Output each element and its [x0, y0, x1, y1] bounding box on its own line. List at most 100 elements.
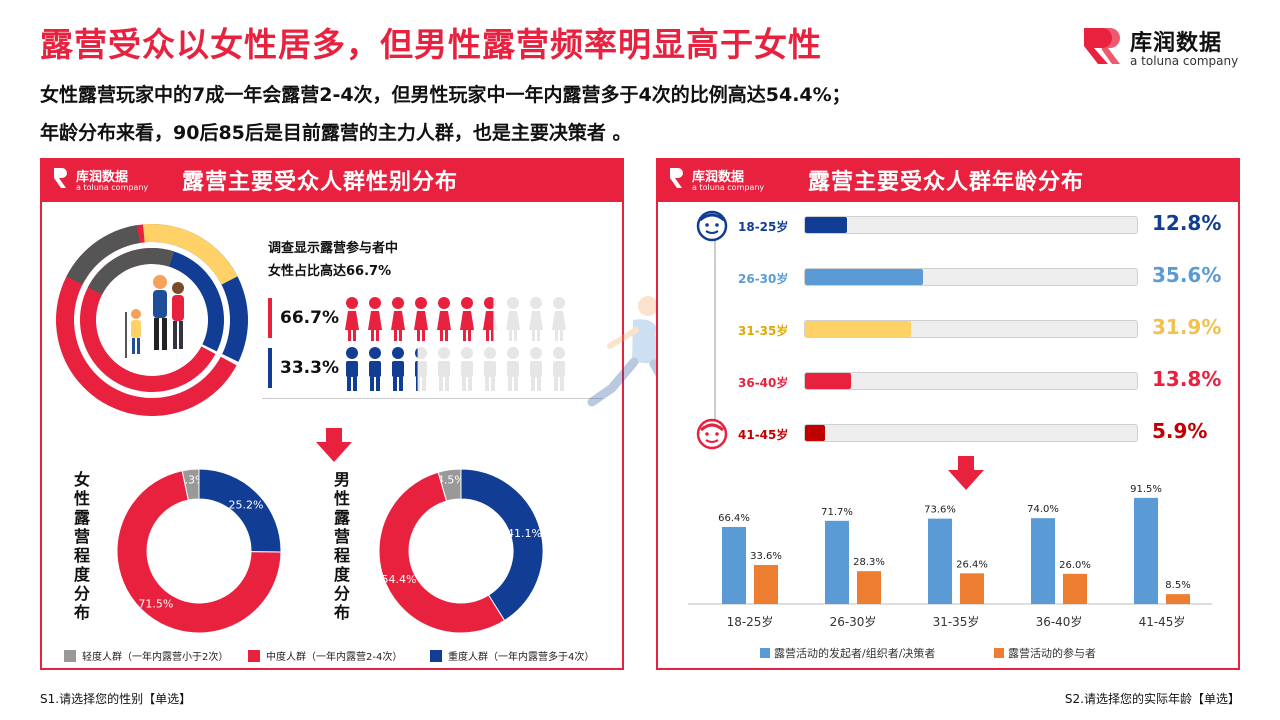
- female-person-icon: [529, 297, 543, 341]
- age-label-1: 26-30岁: [738, 272, 789, 286]
- role-tick-label-1: 26-30岁: [830, 614, 877, 629]
- subtitle-line-1: 女性露营玩家中的7成一年会露营2-4次，但男性玩家中一年内露营多于4次的比例高达…: [40, 84, 851, 106]
- male-person-icon: [369, 347, 381, 391]
- male-partial-person-icon: [415, 348, 418, 391]
- brand-name: 库润数据: [1130, 31, 1223, 56]
- role-bar-label-0-0: 66.4%: [718, 513, 750, 524]
- female-donut-slice-1: [116, 470, 282, 634]
- role-bar-label-1-2: 26.4%: [956, 559, 988, 570]
- gender-note-line-1: 调查显示露营参与者中: [268, 241, 399, 256]
- male-pictogram: [346, 347, 565, 391]
- gender-panel-header: 库润数据 a toluna company 露营主要受众人群性别分布: [42, 160, 622, 202]
- age-pct-4: 5.9%: [1152, 419, 1208, 443]
- role-bar-0-4: [1134, 497, 1158, 604]
- role-bar-label-1-4: 8.5%: [1165, 580, 1190, 591]
- role-tick-label-4: 41-45岁: [1139, 614, 1186, 629]
- female-donut-label-1: 71.5%: [138, 598, 173, 611]
- age-bar-track-0: [804, 216, 1138, 234]
- legend-label-medium: 中度人群（一年内露营2-4次）: [266, 652, 403, 663]
- male-person-icon: [392, 347, 404, 391]
- legend-light: 轻度人群（一年内露营小于2次）: [64, 648, 228, 663]
- legend-heavy: 重度人群（一年内露营多于4次）: [430, 648, 594, 663]
- age-label-3: 36-40岁: [738, 376, 789, 390]
- female-person-icon: [506, 297, 520, 341]
- role-bar-1-1: [857, 571, 881, 604]
- role-tick-label-0: 18-25岁: [727, 614, 774, 629]
- role-bar-label-1-0: 33.6%: [750, 551, 782, 562]
- age-bar-4: [805, 425, 825, 441]
- female-pct: 66.7%: [280, 308, 339, 328]
- male-person-icon: [553, 347, 565, 391]
- male-donut-label-1: 54.4%: [381, 573, 416, 586]
- panel-logo-name: 库润数据: [76, 170, 129, 185]
- female-person-icon: [345, 297, 359, 341]
- male-person-icon: [346, 347, 358, 391]
- male-donut-label-2: 41.1%: [507, 527, 542, 540]
- young-person-icon: [696, 210, 728, 242]
- female-pictogram: [345, 297, 566, 341]
- age-pct-0: 12.8%: [1152, 211, 1222, 235]
- female-frequency-donut: 3.3%25.2%71.5%: [116, 468, 282, 634]
- family-hiking-icon: [125, 275, 184, 358]
- gender-accent-inner-gray: [87, 248, 175, 295]
- legend-label-heavy: 重度人群（一年内露营多于4次）: [448, 652, 595, 663]
- role-tick-label-3: 36-40岁: [1036, 614, 1083, 629]
- legend-swatch-light: [64, 650, 76, 662]
- role-legend-label-1: 露营活动的参与者: [1008, 646, 1096, 660]
- down-arrow-icon: [948, 456, 984, 490]
- age-bar-track-4: [804, 424, 1138, 442]
- age-pct-3: 13.8%: [1152, 367, 1222, 391]
- role-bar-label-1-1: 28.3%: [853, 557, 885, 568]
- female-chart-label: 女性露营程度分布: [73, 470, 90, 622]
- age-bar-0: [805, 217, 848, 233]
- older-person-icon: [696, 418, 728, 450]
- role-bar-label-0-1: 71.7%: [821, 507, 853, 518]
- footnote-left: S1.请选择您的性别【单选】: [40, 692, 192, 706]
- male-donut-slice-1: [378, 471, 506, 634]
- age-pct-2: 31.9%: [1152, 315, 1222, 339]
- male-person-icon: [484, 347, 496, 391]
- brand-tagline: a toluna company: [1130, 54, 1239, 68]
- gender-ring-chart: [56, 224, 248, 416]
- female-accent-bar: [268, 298, 272, 338]
- panel-logo-tagline: a toluna company: [76, 183, 149, 192]
- female-person-icon: [414, 297, 428, 341]
- panel-logo-name: 库润数据: [692, 170, 745, 185]
- role-bar-1-4: [1166, 594, 1190, 604]
- male-pct: 33.3%: [280, 358, 339, 378]
- female-person-icon: [460, 297, 474, 341]
- age-label-4: 41-45岁: [738, 428, 789, 442]
- panel-logo-mark-icon: [670, 168, 683, 188]
- down-arrow-icon: [316, 428, 352, 462]
- gender-inner-slice-1: [149, 248, 224, 352]
- role-bar-1-2: [960, 573, 984, 604]
- panel-logo: 库润数据 a toluna company: [52, 166, 172, 196]
- role-bar-1-0: [754, 565, 778, 604]
- female-person-icon: [437, 297, 451, 341]
- role-bar-label-0-2: 73.6%: [924, 505, 956, 516]
- age-label-2: 31-35岁: [738, 324, 789, 338]
- age-bar-3: [805, 373, 851, 389]
- male-accent-bar: [268, 348, 272, 388]
- gender-note-line-2: 女性占比高达66.7%: [268, 264, 392, 279]
- brand-logo: 库润数据 a toluna company: [1080, 22, 1260, 72]
- age-bar-track-1: [804, 268, 1138, 286]
- female-person-icon: [391, 297, 405, 341]
- male-person-icon: [461, 347, 473, 391]
- role-tick-label-2: 31-35岁: [933, 614, 980, 629]
- female-person-icon: [368, 297, 382, 341]
- age-label-0: 18-25岁: [738, 220, 789, 234]
- footnote-right: S2.请选择您的实际年龄【单选】: [1064, 692, 1240, 706]
- male-frequency-donut: 4.5% 41.1% 54.4%: [378, 468, 544, 634]
- divider: [262, 398, 602, 399]
- male-donut-label-0: 4.5%: [437, 474, 465, 487]
- age-timeline-line: [714, 240, 716, 420]
- role-legend-swatch-0: [760, 648, 770, 658]
- age-bar-2: [805, 321, 911, 337]
- age-bar-track-2: [804, 320, 1138, 338]
- legend-swatch-medium: [248, 650, 260, 662]
- male-chart-label: 男性露营程度分布: [333, 470, 350, 622]
- age-bar-1: [805, 269, 924, 285]
- role-bar-0-2: [928, 518, 952, 604]
- male-person-icon: [507, 347, 519, 391]
